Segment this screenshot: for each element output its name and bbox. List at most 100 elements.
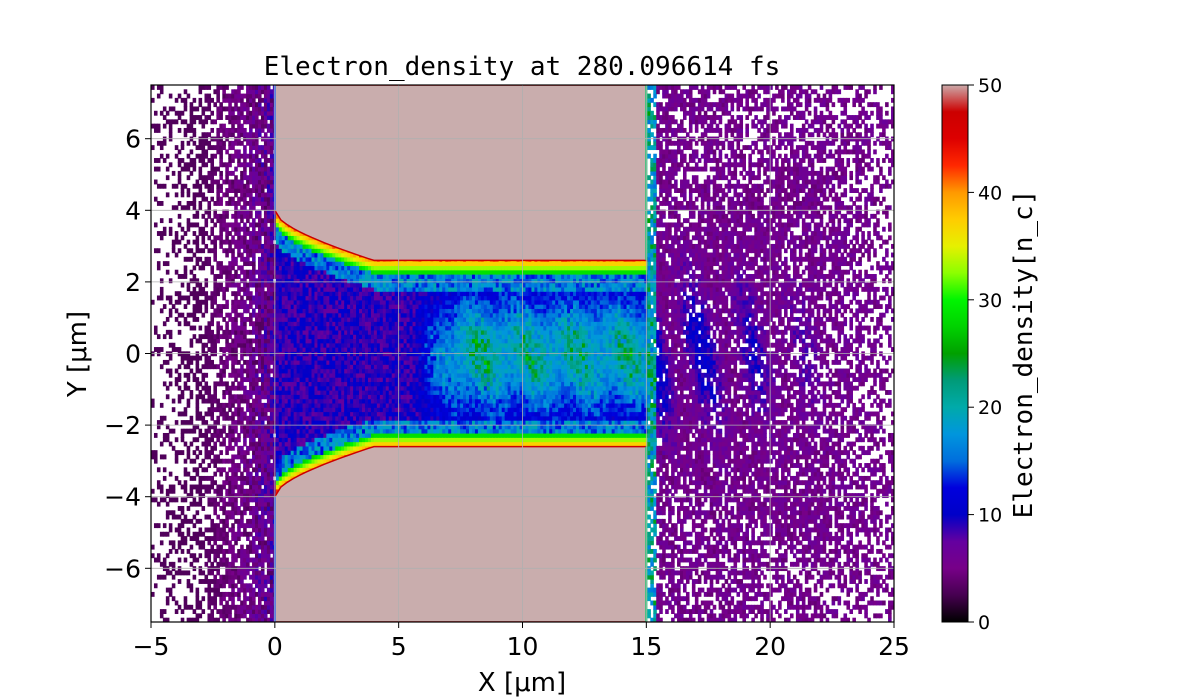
heatmap-cell: [341, 407, 345, 413]
heatmap-cell: [344, 312, 348, 318]
heatmap-cell: [385, 265, 390, 271]
heatmap-cell: [329, 450, 333, 456]
heatmap-cell: [159, 364, 164, 370]
heatmap-cell: [234, 269, 238, 275]
heatmap-cell: [320, 338, 324, 344]
heatmap-cell: [210, 437, 215, 443]
heatmap-cell: [207, 596, 212, 602]
heatmap-cell: [263, 527, 268, 533]
heatmap-cell: [234, 428, 238, 434]
heatmap-cell: [192, 355, 197, 361]
heatmap-cell: [281, 437, 286, 443]
heatmap-cell: [246, 153, 250, 159]
heatmap-cell: [385, 424, 390, 430]
heatmap-cell: [269, 252, 274, 258]
heatmap-cell: [275, 218, 280, 224]
heatmap-cell: [240, 420, 244, 425]
heatmap-cell: [317, 347, 321, 352]
heatmap-cell: [332, 364, 336, 370]
heatmap-cell: [290, 437, 295, 443]
heatmap-cell: [198, 308, 203, 314]
heatmap-cell: [284, 329, 289, 335]
heatmap-cell: [177, 579, 182, 584]
heatmap-cell: [183, 102, 188, 108]
heatmap-cell: [246, 282, 250, 288]
heatmap-cell: [367, 424, 372, 430]
heatmap-cell: [246, 463, 250, 468]
heatmap-cell: [249, 531, 253, 537]
heatmap-cell: [255, 574, 259, 580]
heatmap-cell: [299, 243, 304, 249]
heatmap-cell: [269, 604, 274, 610]
heatmap-cell: [228, 415, 232, 421]
heatmap-cell: [356, 377, 360, 383]
heatmap-cell: [266, 510, 271, 516]
heatmap-cell: [207, 536, 212, 541]
heatmap-cell: [364, 304, 369, 309]
heatmap-cell: [269, 200, 274, 206]
heatmap-cell: [213, 424, 217, 430]
heatmap-cell: [260, 261, 265, 267]
heatmap-cell: [266, 256, 271, 262]
heatmap-cell: [231, 454, 235, 460]
heatmap-cell: [344, 385, 348, 391]
heatmap-cell: [252, 407, 256, 413]
heatmap-cell: [183, 205, 188, 211]
heatmap-cell: [246, 471, 250, 477]
heatmap-cell: [263, 518, 268, 524]
heatmap-cell: [290, 368, 295, 374]
heatmap-cell: [257, 175, 262, 181]
heatmap-cell: [326, 342, 330, 348]
heatmap-cell: [266, 596, 271, 602]
heatmap-cell: [275, 338, 280, 344]
heatmap-cell: [356, 282, 360, 288]
heatmap-cell: [356, 261, 360, 267]
heatmap-cell: [311, 256, 316, 262]
heatmap-cell: [317, 415, 321, 421]
heatmap-cell: [287, 475, 292, 481]
heatmap-cell: [341, 368, 345, 374]
heatmap-cell: [320, 359, 324, 365]
heatmap-cell: [364, 329, 369, 335]
heatmap-cell: [255, 127, 259, 133]
heatmap-cell: [243, 243, 247, 249]
heatmap-cell: [186, 493, 191, 499]
heatmap-cell: [373, 299, 378, 305]
heatmap-cell: [243, 278, 247, 284]
heatmap-cell: [252, 445, 256, 451]
heatmap-cell: [257, 162, 262, 168]
heatmap-cell: [186, 604, 191, 610]
heatmap-cell: [189, 441, 194, 447]
heatmap-cell: [192, 531, 197, 537]
heatmap-cell: [281, 432, 286, 438]
heatmap-cell: [332, 424, 336, 430]
heatmap-cell: [317, 445, 321, 451]
heatmap-cell: [266, 402, 271, 408]
heatmap-cell: [353, 312, 357, 318]
heatmap-cell: [189, 200, 194, 206]
heatmap-cell: [195, 316, 200, 322]
heatmap-cell: [207, 325, 212, 331]
heatmap-cell: [370, 265, 375, 271]
heatmap-cell: [302, 282, 307, 288]
heatmap-cell: [213, 89, 217, 95]
heatmap-cell: [189, 158, 194, 163]
heatmap-cell: [228, 527, 232, 533]
heatmap-cell: [159, 484, 164, 490]
heatmap-cell: [353, 342, 357, 348]
heatmap-cell: [278, 235, 283, 241]
heatmap-cell: [168, 119, 173, 125]
heatmap-cell: [252, 596, 256, 602]
heatmap-cell: [347, 411, 351, 417]
heatmap-cell: [228, 437, 232, 443]
heatmap-cell: [275, 377, 280, 383]
heatmap-cell: [204, 454, 209, 460]
heatmap-cell: [192, 523, 197, 529]
heatmap-cell: [207, 600, 212, 606]
heatmap-cell: [338, 441, 342, 447]
heatmap-cell: [314, 338, 319, 344]
heatmap-cell: [243, 428, 247, 434]
heatmap-cell: [240, 355, 244, 361]
heatmap-cell: [177, 394, 182, 400]
heatmap-cell: [192, 119, 197, 125]
